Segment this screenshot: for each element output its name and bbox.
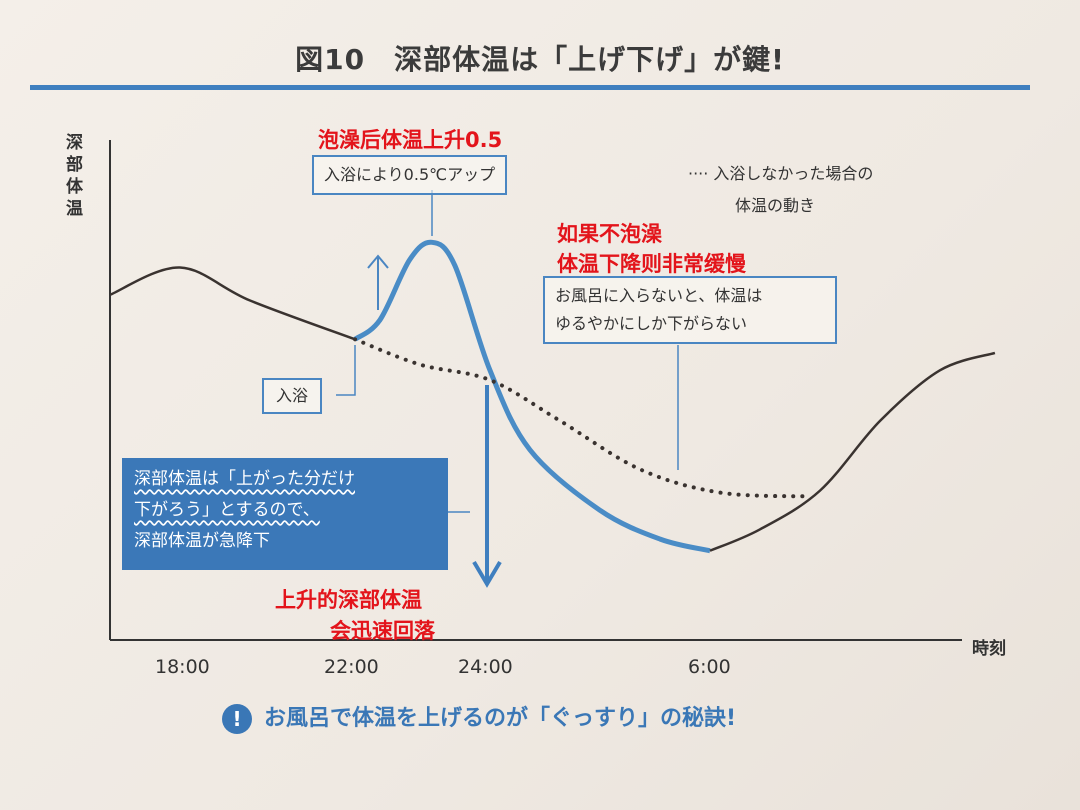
- no-bath-box: お風呂に入らないと、体温は ゆるやかにしか下がらない: [543, 276, 837, 344]
- red-annotation-no-bath-2: 体温下降则非常缓慢: [557, 252, 746, 276]
- tip-text: お風呂で体温を上げるのが「ぐっすり」の秘訣!: [264, 706, 737, 731]
- exclamation-icon: !: [222, 704, 252, 734]
- rapid-drop-box: 深部体温は「上がった分だけ 下がろう」とするので、 深部体温が急降下: [122, 458, 448, 570]
- series-line-3: [353, 337, 813, 499]
- rapid-drop-line1: 深部体温は「上がった分だけ: [134, 469, 355, 489]
- bath-box: 入浴: [262, 378, 323, 414]
- title-rule: [30, 85, 1030, 90]
- down-arrow-icon: [472, 385, 502, 588]
- rapid-drop-line2: 下がろう」とするので、: [134, 500, 320, 520]
- legend-dotted-line2: 体温の動き: [735, 196, 816, 215]
- red-annotation-drop-2: 会迅速回落: [330, 619, 435, 643]
- red-annotation-no-bath-1: 如果不泡澡: [557, 222, 662, 246]
- no-bath-box-line2: ゆるやかにしか下がらない: [555, 314, 748, 333]
- rise-box: 入浴により0.5℃アップ: [312, 155, 508, 195]
- bath-connector: [336, 345, 356, 396]
- rapid-drop-line3: 深部体温が急降下: [134, 531, 270, 551]
- no-bath-box-line1: お風呂に入らないと、体温は: [555, 286, 763, 305]
- x-tick-label: 22:00: [324, 656, 379, 678]
- figure-title: 図10 深部体温は「上げ下げ」が鍵!: [295, 43, 785, 76]
- x-tick-label: 18:00: [155, 656, 210, 678]
- series-line-0: [109, 266, 356, 341]
- x-tick-label: 6:00: [688, 656, 731, 678]
- series-line-1: [353, 239, 711, 554]
- x-tick-label: 24:00: [458, 656, 513, 678]
- x-axis-label: 時刻: [972, 639, 1006, 659]
- series-line-2: [709, 351, 996, 552]
- red-annotation-drop-1: 上升的深部体温: [275, 588, 422, 612]
- y-axis-label: 深部体温: [66, 133, 83, 219]
- red-annotation-rise: 泡澡后体温上升0.5: [318, 128, 503, 152]
- up-arrow-icon: [367, 254, 389, 310]
- tip-line: ! お風呂で体温を上げるのが「ぐっすり」の秘訣!: [222, 700, 736, 734]
- legend-dotted-line1: ···· 入浴しなかった場合の: [688, 164, 874, 183]
